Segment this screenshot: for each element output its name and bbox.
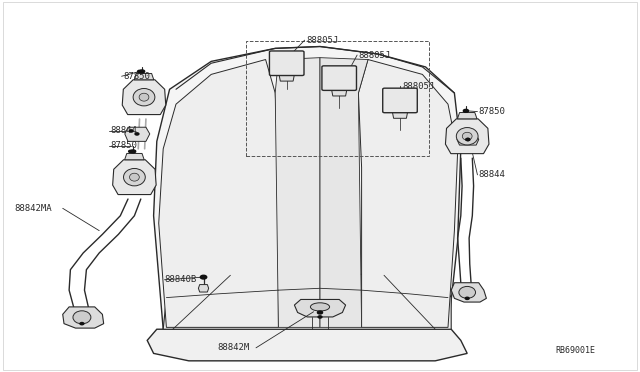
Circle shape — [129, 130, 133, 132]
Circle shape — [463, 109, 468, 112]
Polygon shape — [125, 153, 144, 160]
Polygon shape — [279, 74, 294, 81]
Polygon shape — [445, 119, 489, 154]
Ellipse shape — [73, 311, 91, 324]
Circle shape — [466, 138, 470, 141]
Polygon shape — [147, 329, 467, 361]
Circle shape — [138, 70, 141, 73]
Text: 87850: 87850 — [123, 72, 150, 81]
Polygon shape — [122, 80, 166, 115]
Circle shape — [465, 297, 469, 299]
Polygon shape — [332, 89, 347, 96]
Polygon shape — [125, 127, 150, 141]
Polygon shape — [275, 58, 320, 327]
Polygon shape — [358, 60, 458, 327]
Polygon shape — [198, 285, 209, 292]
Text: 88840B: 88840B — [164, 275, 196, 284]
Ellipse shape — [124, 169, 145, 186]
Circle shape — [80, 323, 84, 325]
Circle shape — [200, 275, 207, 279]
Ellipse shape — [133, 89, 155, 106]
Circle shape — [135, 133, 139, 135]
Text: 87850: 87850 — [479, 107, 506, 116]
Text: 88844: 88844 — [479, 170, 506, 179]
Text: 88805J: 88805J — [358, 51, 390, 60]
Text: 88844: 88844 — [110, 126, 137, 135]
Circle shape — [318, 316, 322, 318]
Text: 88805J: 88805J — [306, 36, 338, 45]
Polygon shape — [63, 307, 104, 328]
Text: 88805J: 88805J — [402, 82, 434, 91]
FancyBboxPatch shape — [383, 88, 417, 113]
Circle shape — [317, 311, 323, 314]
Ellipse shape — [462, 132, 472, 140]
Polygon shape — [159, 60, 278, 327]
Circle shape — [129, 150, 132, 153]
Polygon shape — [113, 160, 156, 195]
Ellipse shape — [459, 286, 476, 298]
Circle shape — [140, 70, 145, 73]
Ellipse shape — [129, 173, 140, 181]
Text: 88842M: 88842M — [218, 343, 250, 352]
Polygon shape — [458, 112, 477, 119]
Polygon shape — [294, 299, 346, 317]
Polygon shape — [154, 46, 461, 329]
Ellipse shape — [456, 128, 478, 145]
Polygon shape — [451, 283, 486, 302]
Text: 88842MA: 88842MA — [14, 204, 52, 213]
Polygon shape — [457, 135, 479, 145]
Text: 87850: 87850 — [110, 141, 137, 150]
Polygon shape — [134, 74, 154, 80]
Circle shape — [464, 110, 468, 112]
Ellipse shape — [310, 303, 330, 311]
Circle shape — [131, 150, 136, 153]
Polygon shape — [320, 58, 368, 327]
Circle shape — [202, 276, 205, 278]
Polygon shape — [163, 272, 451, 329]
Circle shape — [466, 138, 470, 141]
FancyBboxPatch shape — [322, 66, 356, 90]
FancyBboxPatch shape — [269, 51, 304, 76]
Polygon shape — [392, 112, 408, 118]
Bar — [246, 41, 429, 156]
Text: RB69001E: RB69001E — [556, 346, 595, 355]
Ellipse shape — [139, 93, 149, 101]
